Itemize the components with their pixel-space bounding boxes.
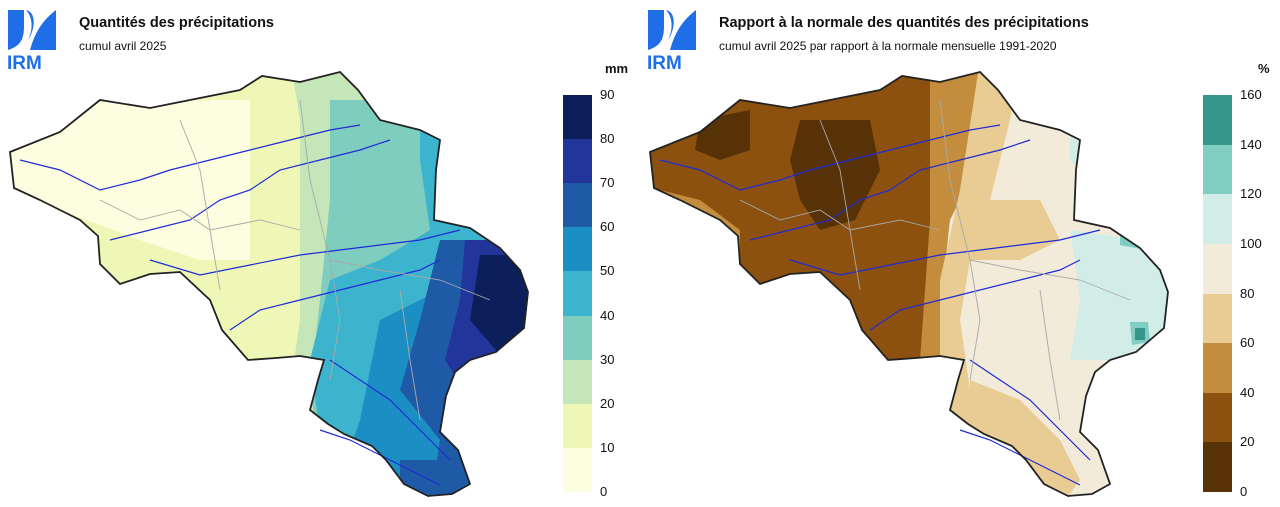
legend-unit: mm — [605, 61, 629, 76]
svg-text:IRM: IRM — [7, 53, 42, 72]
legend-tick-label: 80 — [600, 131, 615, 147]
legend-tick-label: 100 — [1240, 235, 1262, 251]
legend-tick-label: 0 — [1240, 484, 1248, 499]
legend-color-box — [1203, 293, 1232, 344]
map-title: Quantités des précipitations — [79, 15, 274, 31]
irm-logo: IRM — [7, 10, 56, 72]
legend-tick-label: 60 — [600, 219, 615, 235]
legend-color-box — [563, 315, 592, 360]
legend-color-box — [563, 95, 592, 140]
legend-tick-label: 0 — [600, 484, 608, 499]
legend-unit: % — [1258, 61, 1270, 76]
legend-tick-label: 20 — [600, 395, 615, 411]
legend-color-box — [563, 271, 592, 316]
map-title: Rapport à la normale des quantités des p… — [719, 15, 1089, 31]
svg-text:IRM: IRM — [647, 53, 682, 72]
irm-logo: IRM — [647, 10, 696, 72]
map-subtitle: cumul avril 2025 — [79, 39, 167, 53]
legend-color-box — [563, 403, 592, 448]
legend-color-box — [1203, 144, 1232, 195]
legend-tick-label: 10 — [600, 439, 615, 455]
legend-color-box — [1203, 442, 1232, 492]
precipitation-ratio-panel: IRM Rapport à la normale des quantités d… — [640, 0, 1280, 507]
legend-tick-label: 60 — [1240, 335, 1255, 351]
map-subtitle: cumul avril 2025 par rapport à la normal… — [719, 39, 1057, 53]
legend-color-box — [1203, 243, 1232, 294]
legend-tick-label: 160 — [1240, 87, 1262, 102]
legend-color-box — [563, 447, 592, 492]
legend-color-box — [563, 139, 592, 184]
legend-color-box — [563, 183, 592, 228]
legend-color-box — [1203, 343, 1232, 393]
legend-color-box — [1203, 95, 1232, 145]
legend-color-box — [563, 359, 592, 404]
legend-tick-label: 40 — [600, 307, 615, 323]
legend-tick-label: 40 — [1240, 384, 1255, 400]
legend-tick-label: 20 — [1240, 434, 1255, 450]
legend-color-box — [1203, 392, 1232, 443]
legend-color-box — [563, 227, 592, 272]
legend-tick-label: 140 — [1240, 136, 1262, 152]
color-legend: 90 80 70 60 50 40 30 20 10 0 — [563, 88, 614, 498]
legend-tick-label: 50 — [600, 263, 615, 279]
legend-color-box — [1203, 194, 1232, 244]
precipitation-amount-panel: IRM Quantités des précipitations cumul a… — [7, 10, 629, 498]
legend-tick-label: 70 — [600, 175, 615, 191]
precipitation-map — [9, 71, 529, 497]
legend-tick-label: 120 — [1240, 186, 1262, 202]
legend-tick-label: 30 — [600, 351, 615, 367]
legend-tick-label: 90 — [600, 87, 615, 102]
precipitation-ratio-map — [649, 71, 1169, 497]
legend-tick-label: 80 — [1240, 285, 1255, 301]
color-legend: 160 140 120 100 80 60 40 20 0 — [1203, 88, 1262, 498]
